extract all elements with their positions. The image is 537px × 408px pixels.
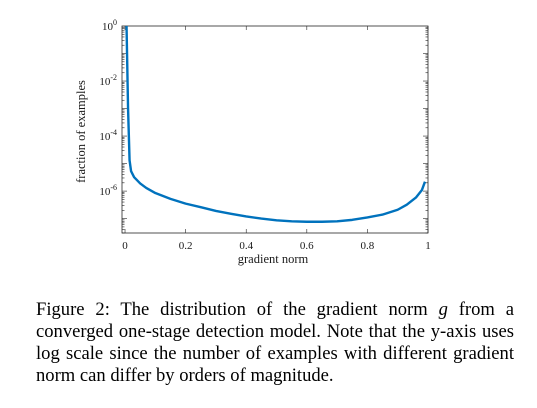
caption-text-start: Figure 2: The distribution of the gradie… xyxy=(36,299,439,320)
x-tick-label: 0 xyxy=(122,240,128,252)
caption-text-end: from a converged one-stage detection mod… xyxy=(36,299,514,386)
x-tick-label: 0.4 xyxy=(239,240,253,252)
y-tick-label: 100 xyxy=(102,18,117,33)
plot-frame xyxy=(121,25,429,234)
x-tick-label: 0.2 xyxy=(179,240,193,252)
caption-variable: g xyxy=(438,299,448,320)
y-tick-label: 10-4 xyxy=(99,128,117,143)
y-tick-label: 10-2 xyxy=(99,73,117,88)
y-tick-label: 10-6 xyxy=(99,183,117,198)
gradient-norm-chart: 100 10-2 10-4 10-6 0 0.2 0.4 0.6 0.8 1 gradient no… xyxy=(74,18,431,266)
series-line xyxy=(125,25,427,223)
x-tick-label: 0.6 xyxy=(300,240,314,252)
y-axis-label: fraction of examples xyxy=(74,80,88,183)
figure-caption: Figure 2: The distribution of the gradie… xyxy=(36,299,514,387)
figure: 100 10-2 10-4 10-6 0 0.2 0.4 0.6 0.8 1 gradient no… xyxy=(74,18,431,266)
x-tick-label: 1 xyxy=(425,240,431,252)
x-tick-label: 0.8 xyxy=(361,240,375,252)
x-axis-label: gradient norm xyxy=(238,252,309,266)
